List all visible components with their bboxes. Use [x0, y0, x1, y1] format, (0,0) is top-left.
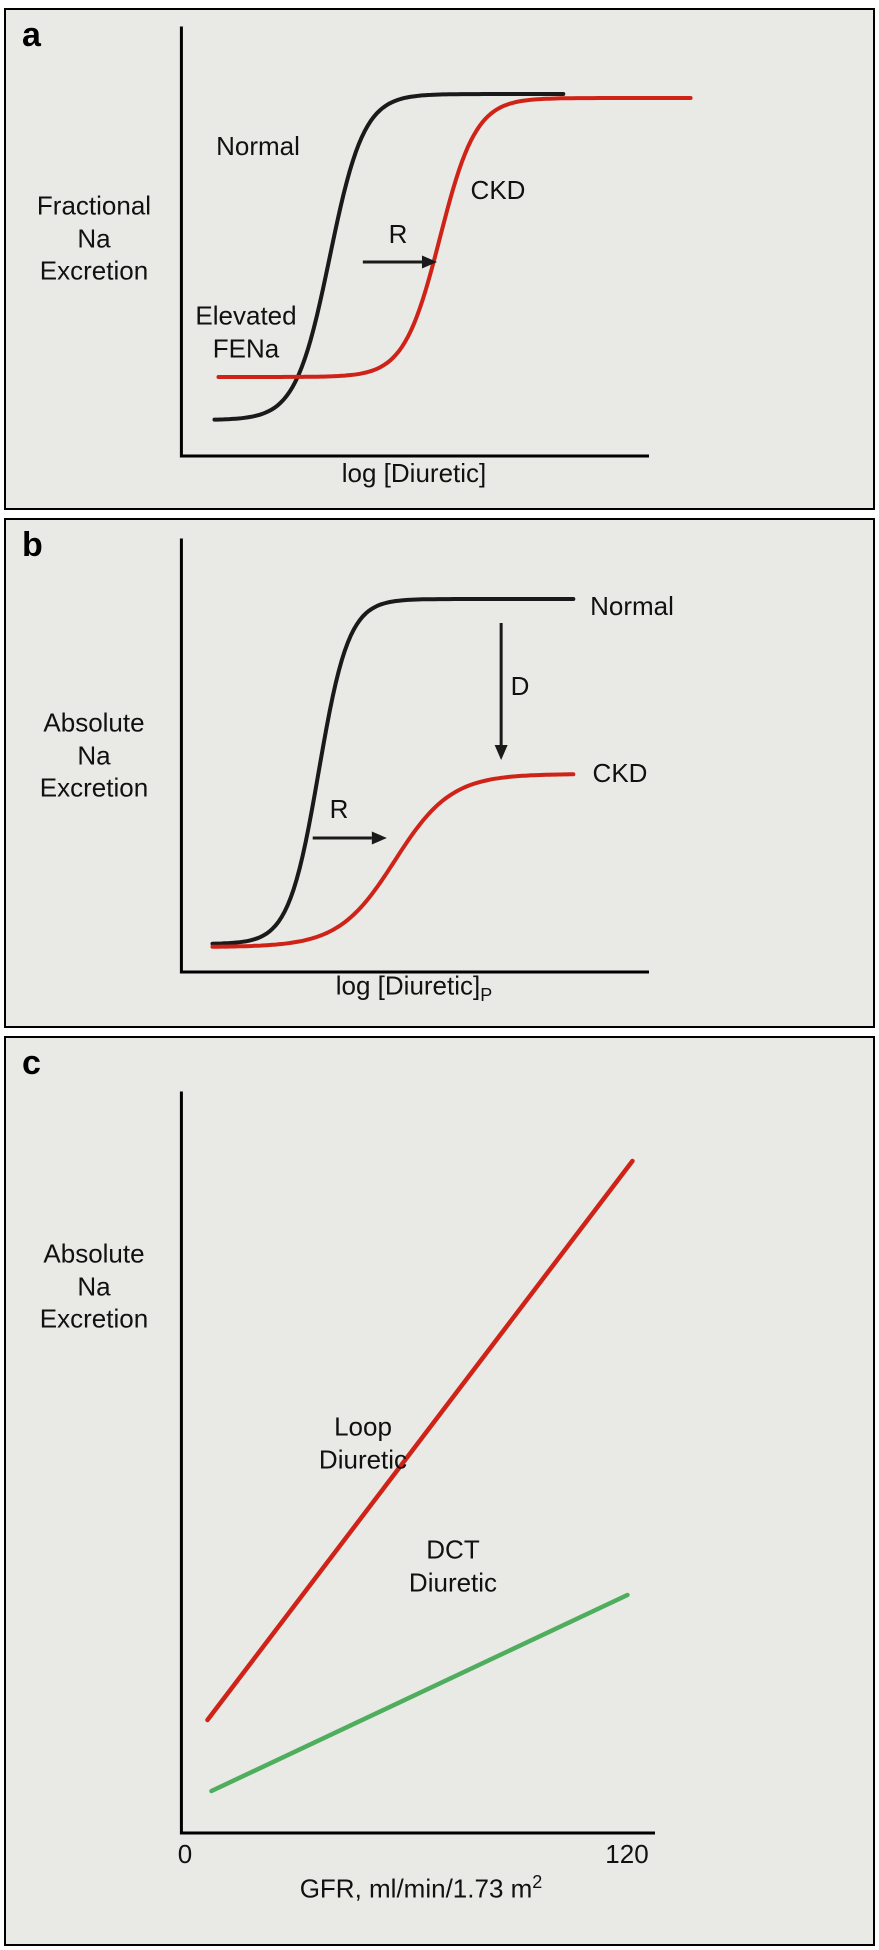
x-tick-0: 0: [177, 1838, 193, 1869]
x-axis-label-a-text: log [Diuretic]: [341, 457, 487, 488]
x-tick-120: 120: [605, 1838, 649, 1869]
x-axis-label-b-subscript: P: [480, 984, 493, 1005]
x-axis-label-c: GFR, ml/min/1.73 m2: [300, 1871, 543, 1905]
normal-curve-label: Normal: [216, 130, 300, 161]
elevated-fena-label: Elevated FENa: [195, 300, 297, 364]
y-axis-label-c: Absolute Na Excretion: [39, 1238, 149, 1334]
plot-a-canvas: [179, 26, 693, 458]
x-axis-label-b-text: log [Diuretic]: [335, 970, 481, 1001]
y-axis-label-a: Fractional Na Excretion: [36, 190, 152, 286]
panel-b: b Absolute Na Excretion Normal CKD R D l…: [4, 518, 875, 1028]
x-axis-label-b: log [Diuretic]P: [336, 970, 493, 1007]
panel-letter-b: b: [22, 526, 43, 564]
panel-letter-c: c: [22, 1044, 41, 1082]
x-axis-label-c-superscript: 2: [532, 1871, 543, 1892]
dct-diuretic-line-label: DCT Diuretic: [408, 1534, 498, 1598]
down-shift-annotation: D: [510, 670, 530, 701]
plot-b-canvas: [179, 538, 649, 974]
x-axis-label-a: log [Diuretic]: [342, 457, 487, 490]
ckd-curve-label: CKD: [470, 174, 526, 205]
loop-diuretic-line-label: Loop Diuretic: [318, 1411, 408, 1475]
plot-c-canvas: [179, 1091, 655, 1835]
right-shift-annotation: R: [329, 793, 349, 824]
panel-c: c Absolute Na Excretion Loop Diuretic DC…: [4, 1036, 875, 1946]
normal-curve-label: Normal: [590, 590, 674, 621]
right-shift-annotation: R: [388, 218, 408, 249]
ckd-curve-label: CKD: [592, 757, 648, 788]
x-axis-label-c-text: GFR, ml/min/1.73 m: [299, 1873, 533, 1904]
panel-a: a Fractional Na Excretion Normal CKD R E…: [4, 8, 875, 510]
y-axis-label-b: Absolute Na Excretion: [39, 707, 149, 803]
panel-letter-a: a: [22, 16, 41, 54]
